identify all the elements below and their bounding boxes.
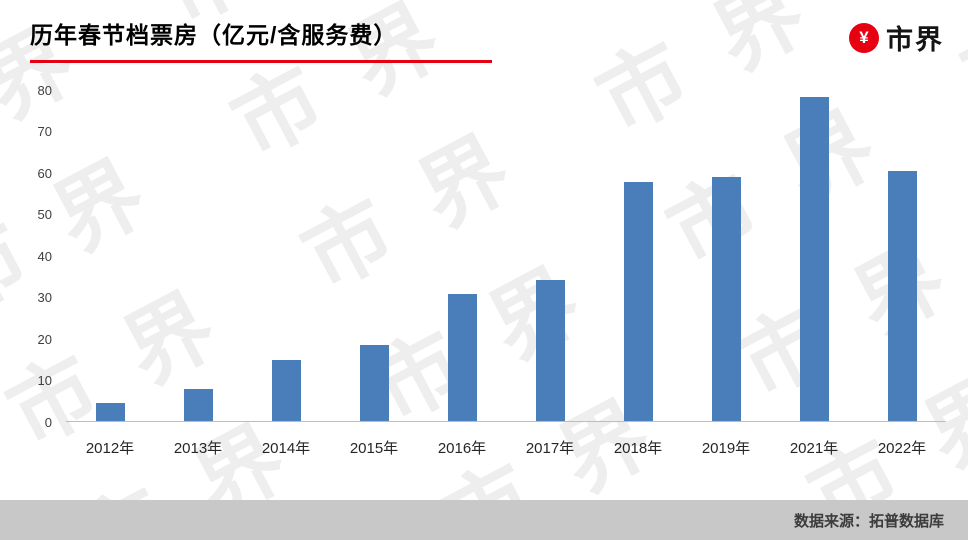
x-tick-label: 2016年 [437, 439, 487, 457]
bar-column: 2019年 [682, 90, 770, 472]
bar-zone [594, 90, 682, 423]
bar [887, 171, 917, 422]
x-tick-label: 2019年 [701, 439, 751, 457]
bar [447, 293, 477, 422]
bar-zone [66, 90, 154, 423]
bar-column: 2012年 [66, 90, 154, 472]
bar [271, 359, 301, 422]
bar [535, 279, 565, 422]
bar [711, 176, 741, 422]
title-underline [30, 60, 492, 63]
bar-column: 2014年 [242, 90, 330, 472]
header: 历年春节档票房（亿元/含服务费） ¥ 市界 [30, 16, 944, 63]
x-tick-label: 2014年 [261, 439, 311, 457]
bar-zone [330, 90, 418, 423]
x-tick-label: 2018年 [613, 439, 663, 457]
bar-zone [858, 90, 946, 423]
x-tick-label: 2012年 [85, 439, 135, 457]
y-axis: 80 70 60 50 40 30 20 10 0 [37, 82, 52, 430]
bar [95, 403, 125, 422]
bar-chart: 80 70 60 50 40 30 20 10 0 2012年 2013年 2014年 2015年 20… [28, 82, 946, 472]
bar-column: 2021年 [770, 90, 858, 472]
source-bar: 数据来源：拓普数据库 [0, 500, 968, 540]
x-tick-label: 2021年 [789, 439, 839, 457]
bar [799, 96, 829, 422]
bar [359, 344, 389, 422]
x-tick-label: 2015年 [349, 439, 399, 457]
chart-title: 历年春节档票房（亿元/含服务费） [30, 22, 398, 48]
bar [183, 388, 213, 422]
bar-zone [154, 90, 242, 423]
bar-column: 2016年 [418, 90, 506, 472]
bar-zone [770, 90, 858, 423]
shijie-logo-icon: ¥ [849, 22, 879, 53]
bar-zone [418, 90, 506, 423]
bar-column: 2018年 [594, 90, 682, 472]
bar-zone [242, 90, 330, 423]
bar-column: 2017年 [506, 90, 594, 472]
plot-area: 2012年 2013年 2014年 2015年 2016年 2017年 2018年 2019年… [66, 90, 946, 472]
brand-logo: ¥ 市界 [849, 18, 944, 57]
x-tick-label: 2022年 [877, 439, 927, 457]
x-tick-label: 2017年 [525, 439, 575, 457]
bar [623, 182, 653, 422]
bar-zone [506, 90, 594, 423]
brand-logo-text: 市界 [886, 25, 944, 55]
x-tick-label: 2013年 [173, 439, 223, 457]
bar-column: 2015年 [330, 90, 418, 472]
bar-zone [682, 90, 770, 423]
title-block: 历年春节档票房（亿元/含服务费） [30, 16, 492, 63]
data-source: 数据来源：拓普数据库 [793, 512, 944, 530]
bar-column: 2013年 [154, 90, 242, 472]
bar-column: 2022年 [858, 90, 946, 472]
